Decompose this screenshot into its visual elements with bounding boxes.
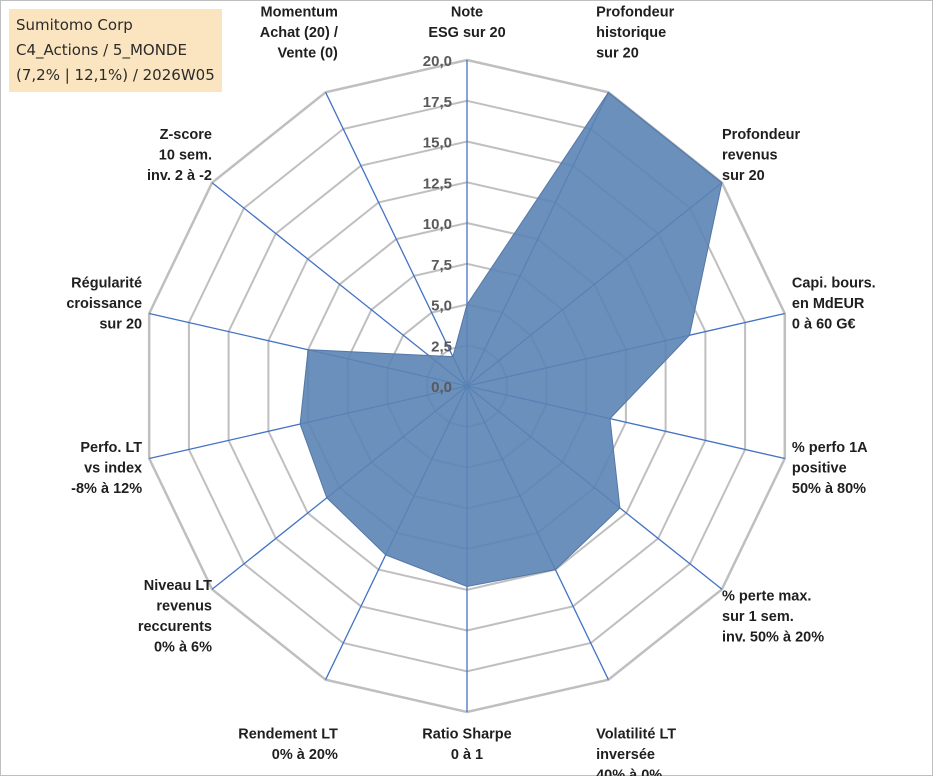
- axis-label-line: Profondeur: [722, 127, 800, 143]
- axis-label: Momentum Achat (20) / Vente (0): [260, 5, 338, 62]
- axis-label: Perfo. LT vs index -8% à 12%: [71, 440, 142, 497]
- axis-label-line: 0% à 6%: [154, 640, 212, 656]
- axis-label: Niveau LT revenus reccurents 0% à 6%: [138, 578, 212, 656]
- axis-label-line: -8% à 12%: [71, 481, 142, 497]
- axis-label-line: sur 20: [99, 316, 142, 332]
- axis-label-line: inversée: [596, 747, 655, 763]
- axis-label-line: 40% à 0%: [596, 768, 662, 776]
- tick-label: 12,5: [423, 175, 452, 192]
- axis-label-line: Niveau LT: [144, 578, 212, 594]
- axis-label: Ratio Sharpe 0 à 1: [422, 727, 511, 764]
- radar-data-area: [299, 91, 723, 588]
- axis-label-line: Momentum: [261, 5, 338, 21]
- axis-label-line: Rendement LT: [238, 727, 338, 743]
- axis-label: % perte max. sur 1 sem. inv. 50% à 20%: [722, 588, 824, 645]
- axis-label: Rendement LT 0% à 20%: [238, 727, 338, 764]
- tick-label: 7,5: [431, 257, 452, 274]
- title-line-1: Sumitomo Corp: [16, 16, 133, 34]
- axis-label-line: historique: [596, 25, 666, 41]
- tick-label: 17,5: [423, 94, 452, 111]
- axis-label-line: Profondeur: [596, 5, 674, 21]
- axis-label: Régularité croissance sur 20: [66, 275, 142, 332]
- axis-label-line: Perfo. LT: [80, 440, 142, 456]
- axis-label-line: sur 20: [596, 46, 639, 62]
- axis-label-line: positive: [792, 461, 847, 477]
- tick-label: 10,0: [423, 216, 452, 233]
- axis-label-line: 0 à 60 G€: [792, 316, 856, 332]
- axis-label: % perfo 1A positive 50% à 80%: [792, 440, 868, 497]
- radial-tick-labels: 0,0 2,5 5,0 7,5 10,0 12,5 15,0 17,5 20,0: [423, 53, 452, 396]
- axis-spoke: [211, 182, 468, 387]
- axis-label-line: revenus: [722, 148, 778, 164]
- axis-label-line: Régularité: [71, 275, 142, 291]
- axis-label-line: Achat (20) /: [260, 25, 338, 41]
- tick-label: 0,0: [431, 379, 452, 396]
- axis-label-line: sur 1 sem.: [722, 609, 794, 625]
- axis-label-line: Vente (0): [277, 46, 338, 62]
- tick-label: 15,0: [423, 135, 452, 152]
- axis-label-line: % perfo 1A: [792, 440, 868, 456]
- tick-label: 20,0: [423, 53, 452, 70]
- title-line-3: (7,2% | 12,1%) / 2026W05: [16, 66, 215, 84]
- axis-label-line: % perte max.: [722, 588, 811, 604]
- axis-label-line: croissance: [66, 296, 142, 312]
- axis-label: Note ESG sur 20: [428, 5, 505, 42]
- axis-label: Profondeur historique sur 20: [596, 5, 674, 62]
- title-line-2: C4_Actions / 5_MONDE: [16, 41, 187, 59]
- axis-label: Capi. bours. en MdEUR 0 à 60 G€: [792, 275, 876, 332]
- axis-label-line: vs index: [84, 461, 142, 477]
- axis-label-line: Volatilité LT: [596, 727, 676, 743]
- axis-label-line: inv. 50% à 20%: [722, 629, 824, 645]
- tick-label: 2,5: [431, 338, 452, 355]
- axis-label-line: 10 sem.: [159, 148, 212, 164]
- axis-label-line: 0 à 1: [451, 747, 483, 763]
- axis-label-line: inv. 2 à -2: [147, 168, 212, 184]
- axis-label-line: 0% à 20%: [272, 747, 338, 763]
- axis-label-line: Capi. bours.: [792, 275, 876, 291]
- axis-label: Volatilité LT inversée 40% à 0%: [596, 727, 676, 776]
- axis-label-line: 50% à 80%: [792, 481, 866, 497]
- axis-label-line: sur 20: [722, 168, 765, 184]
- axis-label-line: reccurents: [138, 619, 212, 635]
- axis-spoke: [325, 92, 468, 387]
- axis-label-line: ESG sur 20: [428, 25, 505, 41]
- axis-label: Profondeur revenus sur 20: [722, 127, 800, 184]
- axis-label: Z-score 10 sem. inv. 2 à -2: [147, 127, 212, 184]
- axis-label-line: revenus: [156, 599, 212, 615]
- axis-label-line: en MdEUR: [792, 296, 865, 312]
- axis-label-line: Note: [451, 5, 483, 21]
- axis-label-line: Z-score: [160, 127, 212, 143]
- data-series-area: [299, 91, 723, 588]
- chart-title-box: Sumitomo Corp C4_Actions / 5_MONDE (7,2%…: [9, 9, 222, 92]
- axis-label-line: Ratio Sharpe: [422, 727, 511, 743]
- tick-label: 5,0: [431, 298, 452, 315]
- axis-labels: Note ESG sur 20 Profondeur historique sur 20…: [66, 5, 875, 776]
